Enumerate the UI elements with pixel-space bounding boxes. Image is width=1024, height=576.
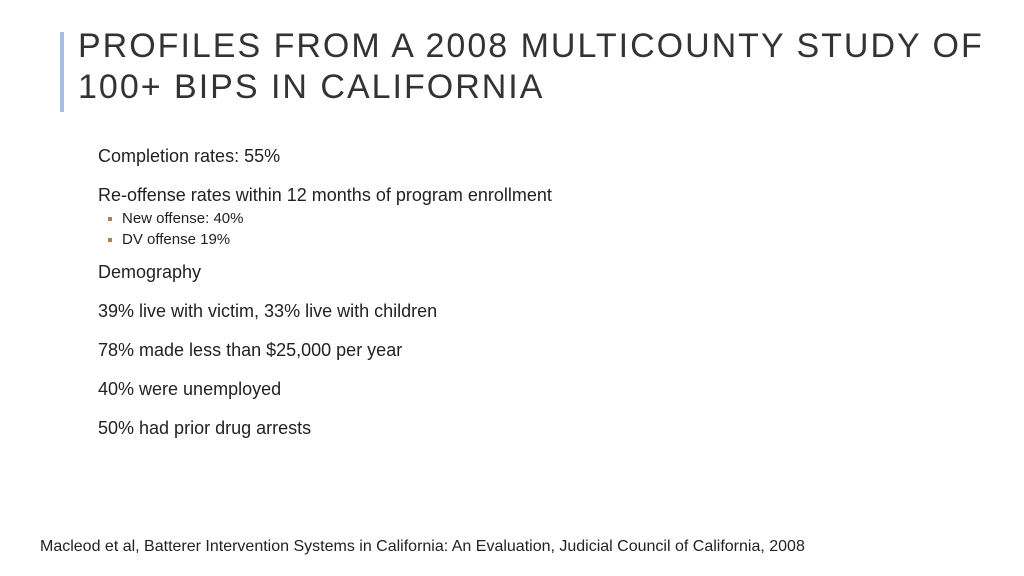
list-item: Re-offense rates within 12 months of pro… xyxy=(98,185,964,248)
sub-text: DV offense 19% xyxy=(122,231,230,248)
sub-item: New offense: 40% xyxy=(108,210,964,227)
item-text: 50% had prior drug arrests xyxy=(98,418,311,438)
list-item: Completion rates: 55% xyxy=(98,146,964,167)
title-block: PROFILES FROM A 2008 MULTICOUNTY STUDY O… xyxy=(60,26,984,108)
item-text: Demography xyxy=(98,262,201,282)
bullet-icon xyxy=(108,238,112,242)
citation-text: Macleod et al, Batterer Intervention Sys… xyxy=(40,538,984,556)
item-text: 39% live with victim, 33% live with chil… xyxy=(98,301,437,321)
sub-item: DV offense 19% xyxy=(108,231,964,248)
list-item: 50% had prior drug arrests xyxy=(98,418,964,439)
list-item: 39% live with victim, 33% live with chil… xyxy=(98,301,964,322)
sub-text: New offense: 40% xyxy=(122,210,243,227)
item-text: Re-offense rates within 12 months of pro… xyxy=(98,185,552,205)
accent-bar xyxy=(60,32,64,112)
item-text: 40% were unemployed xyxy=(98,379,281,399)
list-item: 40% were unemployed xyxy=(98,379,964,400)
bullet-icon xyxy=(108,217,112,221)
list-item: 78% made less than $25,000 per year xyxy=(98,340,964,361)
item-text: 78% made less than $25,000 per year xyxy=(98,340,402,360)
item-text: Completion rates: 55% xyxy=(98,146,280,166)
slide-title: PROFILES FROM A 2008 MULTICOUNTY STUDY O… xyxy=(78,26,984,108)
sub-list: New offense: 40% DV offense 19% xyxy=(108,210,964,248)
list-item: Demography xyxy=(98,262,964,283)
content-list: Completion rates: 55% Re-offense rates w… xyxy=(98,146,964,457)
